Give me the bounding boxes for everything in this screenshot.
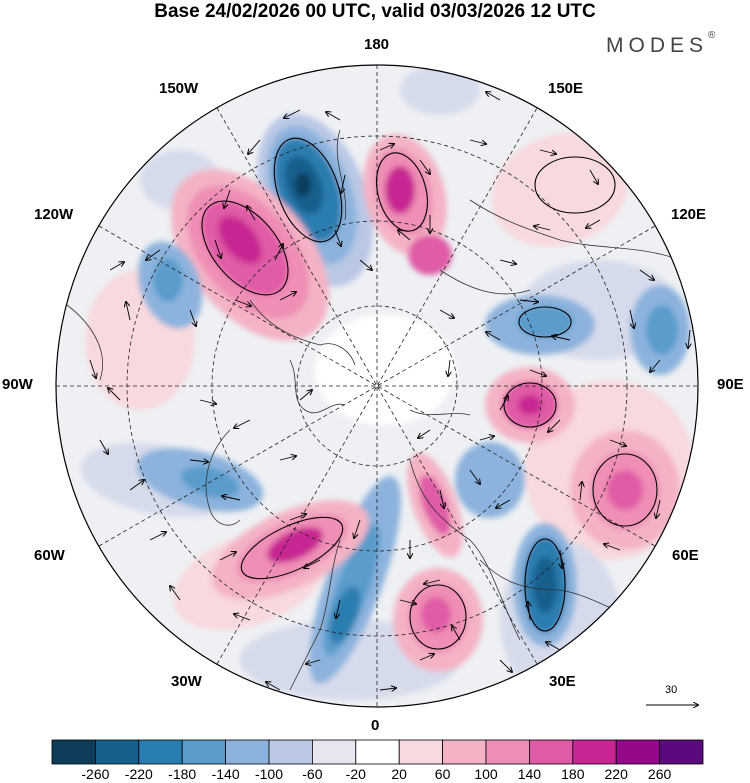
- colorbar-swatch: [572, 739, 617, 765]
- colorbar-tick-label: -20: [345, 766, 366, 782]
- lon-label-30w: 30W: [171, 673, 202, 690]
- lon-label-90w: 90W: [2, 376, 33, 393]
- wind-vectors: [89, 92, 690, 690]
- colorbar-swatch: [225, 739, 270, 765]
- lon-label-90e: 90E: [717, 376, 744, 393]
- lon-label-180: 180: [364, 36, 390, 53]
- colorbar-tick-label: 220: [604, 766, 628, 782]
- brand-logo: MODES®: [606, 30, 715, 58]
- colorbar: [51, 739, 704, 765]
- colorbar-tick-label: 100: [474, 766, 498, 782]
- colorbar-tick-label: -180: [168, 766, 197, 782]
- map-disc: [56, 65, 698, 707]
- lon-label-30e: 30E: [549, 673, 576, 690]
- lon-label-0: 0: [371, 717, 380, 734]
- lon-label-60w: 60W: [34, 547, 65, 564]
- map-title: Base 24/02/2026 00 UTC, valid 03/03/2026…: [154, 1, 596, 22]
- colorbar-tick-label: 260: [647, 766, 672, 782]
- lon-label-120e: 120E: [671, 206, 707, 223]
- colorbar-tick-label: 180: [561, 766, 585, 782]
- colorbar-tick-label: -260: [81, 766, 110, 782]
- contours: [201, 137, 658, 650]
- colorbar-tick-label: 20: [391, 766, 407, 782]
- colorbar-tick-label: 60: [434, 766, 451, 782]
- colorbar-tick-label: -100: [254, 766, 284, 782]
- colorbar-swatch: [311, 739, 357, 765]
- anomaly-field: [80, 65, 695, 700]
- colorbar-swatch: [181, 739, 226, 765]
- registered-mark: ®: [708, 30, 716, 41]
- colorbar-swatch: [615, 739, 661, 765]
- lon-label-150e: 150E: [548, 80, 584, 97]
- colorbar-swatch: [659, 739, 704, 765]
- colorbar-tick-label: -60: [302, 766, 323, 782]
- colorbar-swatch: [442, 739, 487, 765]
- colorbar-swatch: [355, 739, 400, 765]
- colorbar-swatch: [398, 739, 444, 765]
- colorbar-tick-label: -140: [211, 766, 240, 782]
- colorbar-swatch: [138, 739, 183, 765]
- coastlines: [59, 129, 681, 691]
- reference-vector-label: 30: [665, 684, 678, 696]
- colorbar-tick-labels: -260 -220 -180 -140 -100 -60 -20 20 60 100 140 180 2…: [0, 766, 750, 783]
- map-border: [55, 64, 699, 708]
- colorbar-swatch: [485, 739, 530, 765]
- colorbar-tick-label: 140: [517, 766, 542, 782]
- colorbar-swatch: [51, 739, 96, 765]
- colorbar-swatch: [529, 739, 574, 765]
- brand-name: MODES: [606, 34, 709, 57]
- colorbar-swatch: [268, 739, 313, 765]
- lon-label-120w: 120W: [34, 206, 74, 223]
- lon-label-60e: 60E: [672, 547, 699, 564]
- colorbar-tick-label: -220: [124, 766, 153, 782]
- colorbar-swatch: [95, 739, 140, 765]
- lon-label-150w: 150W: [159, 80, 199, 97]
